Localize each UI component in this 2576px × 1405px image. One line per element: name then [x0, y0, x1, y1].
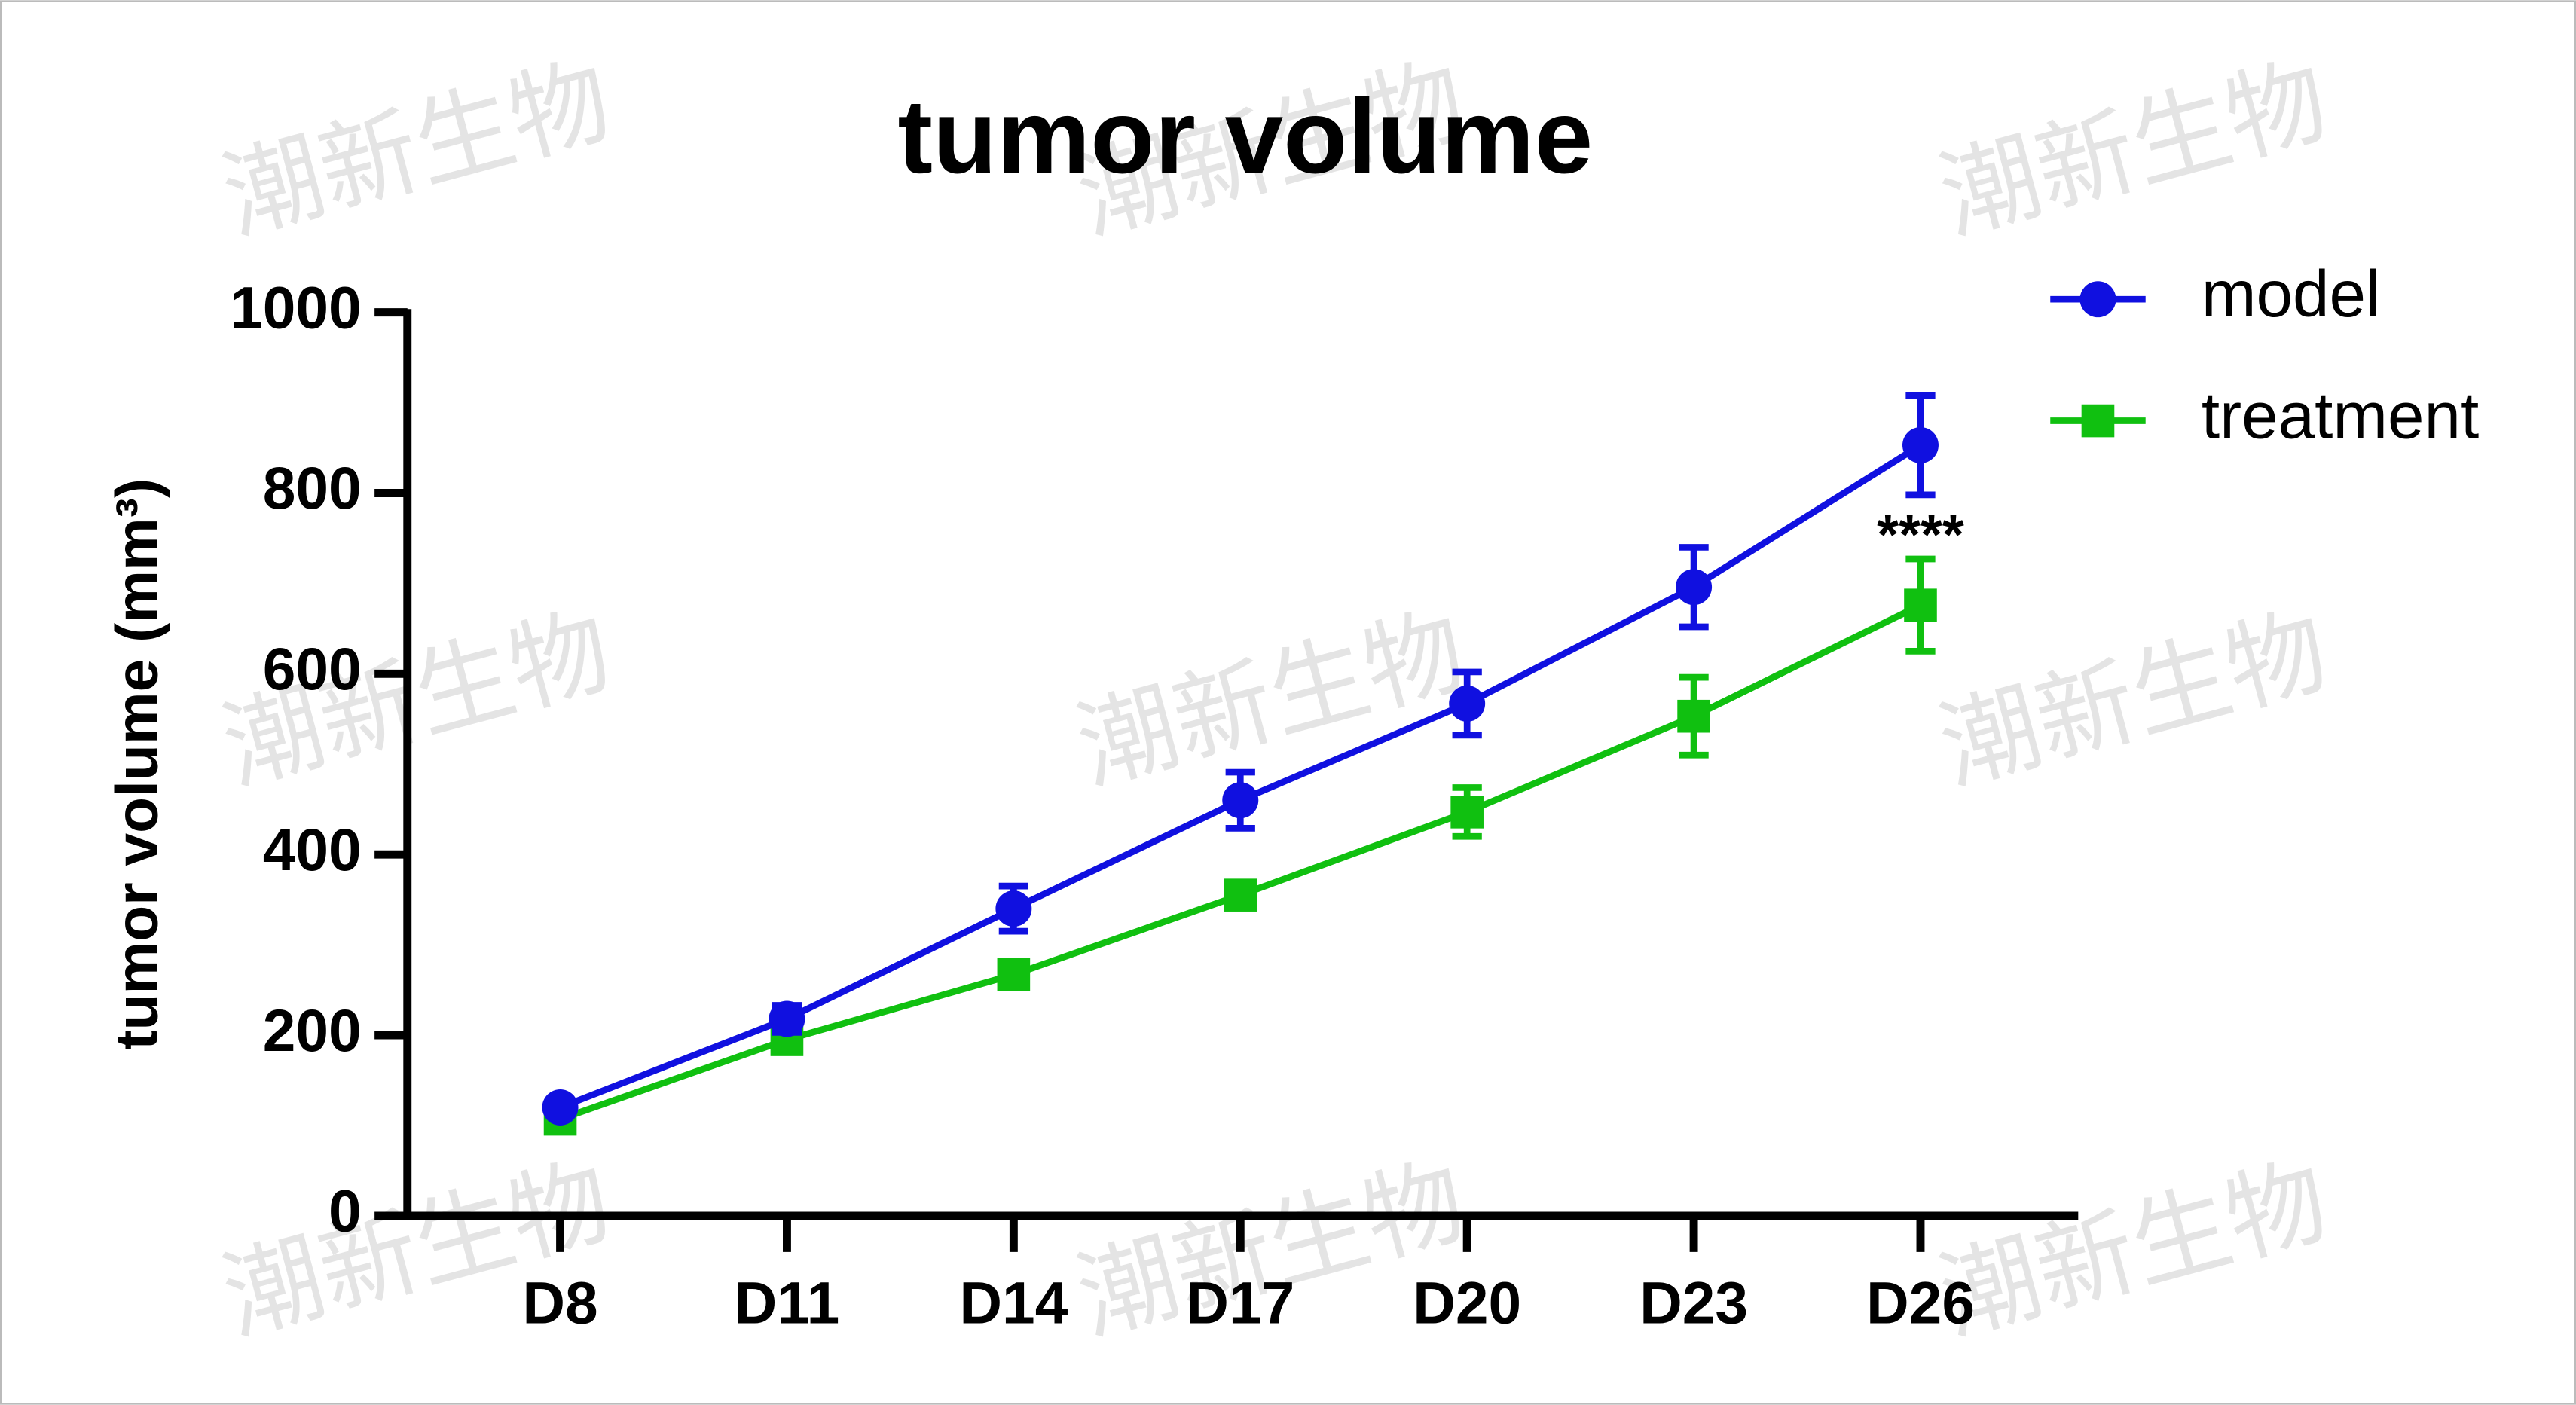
point — [1904, 588, 1937, 622]
x-tick-label: D23 — [1639, 1270, 1748, 1336]
legend-item: model — [2050, 258, 2380, 331]
point — [542, 1089, 579, 1126]
point — [1902, 426, 1939, 463]
y-tick-label: 600 — [263, 636, 362, 702]
y-axis-label: tumor volume (mm³) — [103, 478, 170, 1050]
legend-label: model — [2202, 258, 2381, 331]
legend-marker — [2081, 404, 2115, 438]
x-tick-label: D14 — [959, 1270, 1068, 1336]
legend-label: treatment — [2202, 380, 2479, 453]
annotation: **** — [1877, 503, 1964, 566]
y-tick-label: 0 — [328, 1178, 362, 1245]
x-tick-label: D17 — [1186, 1270, 1294, 1336]
legend-item: treatment — [2050, 380, 2479, 453]
y-tick-label: 1000 — [230, 274, 362, 341]
point — [997, 958, 1031, 991]
x-tick-label: D20 — [1413, 1270, 1521, 1336]
point — [1450, 796, 1484, 829]
x-tick-label: D11 — [735, 1270, 840, 1336]
y-tick-label: 200 — [263, 997, 362, 1064]
x-tick-label: D26 — [1866, 1270, 1975, 1336]
x-tick-label: D8 — [522, 1270, 597, 1336]
point — [1224, 878, 1257, 912]
series — [542, 392, 1939, 1126]
point — [1449, 685, 1486, 722]
point — [1676, 569, 1713, 606]
legend-marker — [2079, 281, 2116, 318]
point — [769, 1000, 805, 1037]
y-tick-label: 400 — [263, 817, 362, 883]
chart-title: tumor volume — [897, 78, 1593, 195]
point — [1677, 699, 1710, 733]
point — [995, 890, 1032, 927]
point — [1222, 782, 1259, 819]
y-tick-label: 800 — [263, 455, 362, 521]
